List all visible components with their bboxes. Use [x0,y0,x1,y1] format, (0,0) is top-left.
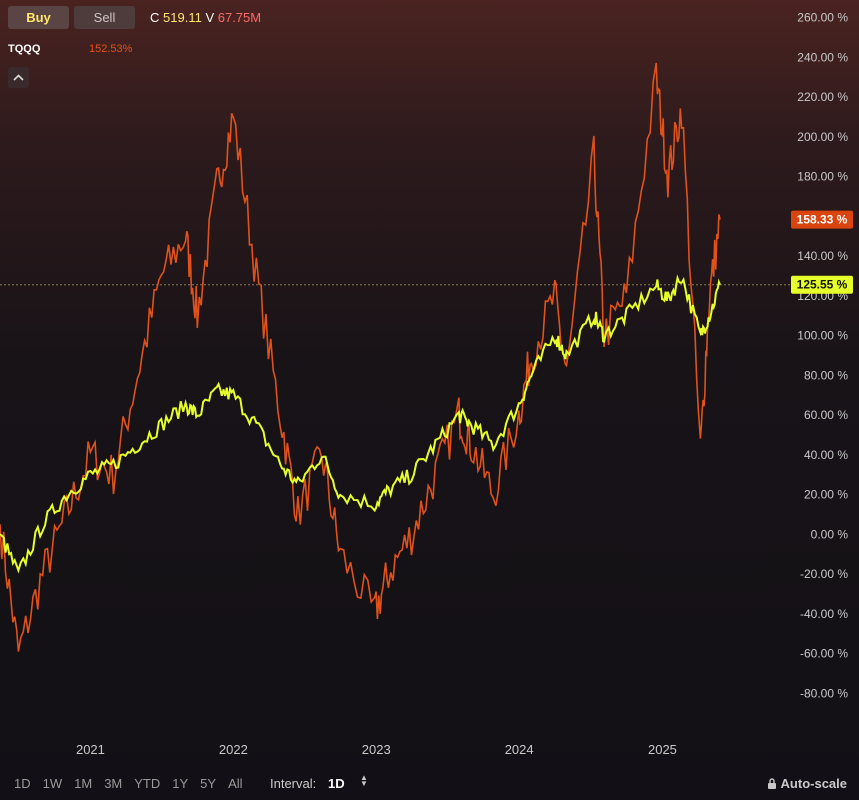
x-tick-label: 2024 [505,742,534,757]
badge-tqqq [791,210,853,229]
x-axis: 2021 2022 2023 2024 2025 [76,742,677,757]
x-tick-label: 2021 [76,742,105,757]
y-tick-label: 220.00 % [797,90,848,104]
autoscale-toggle[interactable]: Auto-scale [767,776,847,791]
y-tick-label: 240.00 % [797,50,848,64]
close-value: 519.11 [163,10,202,25]
y-tick-label: 60.00 % [804,408,848,422]
legend-symbol: TQQQ [8,43,41,55]
y-tick-label: 260.00 % [797,11,848,25]
series-line-tqqq [0,62,721,652]
range-ytd[interactable]: YTD [134,776,161,791]
up-down-arrows-icon[interactable]: ▲ ▼ [360,773,368,788]
range-1w[interactable]: 1W [42,776,63,791]
y-tick-label: -60.00 % [800,647,848,661]
x-tick-label: 2023 [362,742,391,757]
interval-select[interactable]: 1D [328,776,345,791]
volume-label: V [205,10,215,25]
y-tick-label: -40.00 % [800,607,848,621]
chevron-up-icon [13,74,24,81]
range-selector: 1D 1W 1M 3M YTD 1Y 5Y All [14,776,255,791]
collapse-legend-button[interactable] [8,67,29,88]
y-tick-label: 100.00 % [797,329,848,343]
close-label: C [150,10,160,25]
range-1m[interactable]: 1M [74,776,93,791]
lock-icon [767,778,776,789]
y-tick-label: 40.00 % [804,448,848,462]
y-tick-label: -80.00 % [800,686,848,700]
range-5y[interactable]: 5Y [200,776,217,791]
badge-benchmark [791,275,853,294]
y-tick-label: 200.00 % [797,130,848,144]
interval-label: Interval: [270,776,317,791]
y-tick-label: 20.00 % [804,488,848,502]
badge-benchmark-label: 125.55 % [797,278,848,292]
range-3m[interactable]: 3M [104,776,123,791]
range-all[interactable]: All [228,776,243,791]
buy-button[interactable]: Buy [8,6,69,29]
series-legend: TQQQ 152.53% [8,43,132,55]
ohlc-readout: C 519.11 V 67.75M [150,10,261,25]
legend-change: 152.53% [89,43,133,55]
badge-tqqq-label: 158.33 % [797,213,848,227]
sell-button[interactable]: Sell [74,6,135,29]
autoscale-label: Auto-scale [780,776,847,791]
volume-value: 67.75M [217,10,262,25]
price-badges: 158.33 % 125.55 % [791,210,853,294]
range-1y[interactable]: 1Y [172,776,189,791]
range-1d[interactable]: 1D [14,776,31,791]
x-tick-label: 2025 [648,742,677,757]
series-line-benchmark [0,274,721,574]
x-tick-label: 2022 [219,742,248,757]
y-tick-label: 140.00 % [797,249,848,263]
y-tick-label: 80.00 % [804,368,848,382]
y-tick-label: 0.00 % [811,527,849,541]
y-tick-label: 180.00 % [797,170,848,184]
y-axis: 260.00 % 240.00 % 220.00 % 200.00 % 180.00 %… [797,11,848,701]
y-tick-label: -20.00 % [800,567,848,581]
